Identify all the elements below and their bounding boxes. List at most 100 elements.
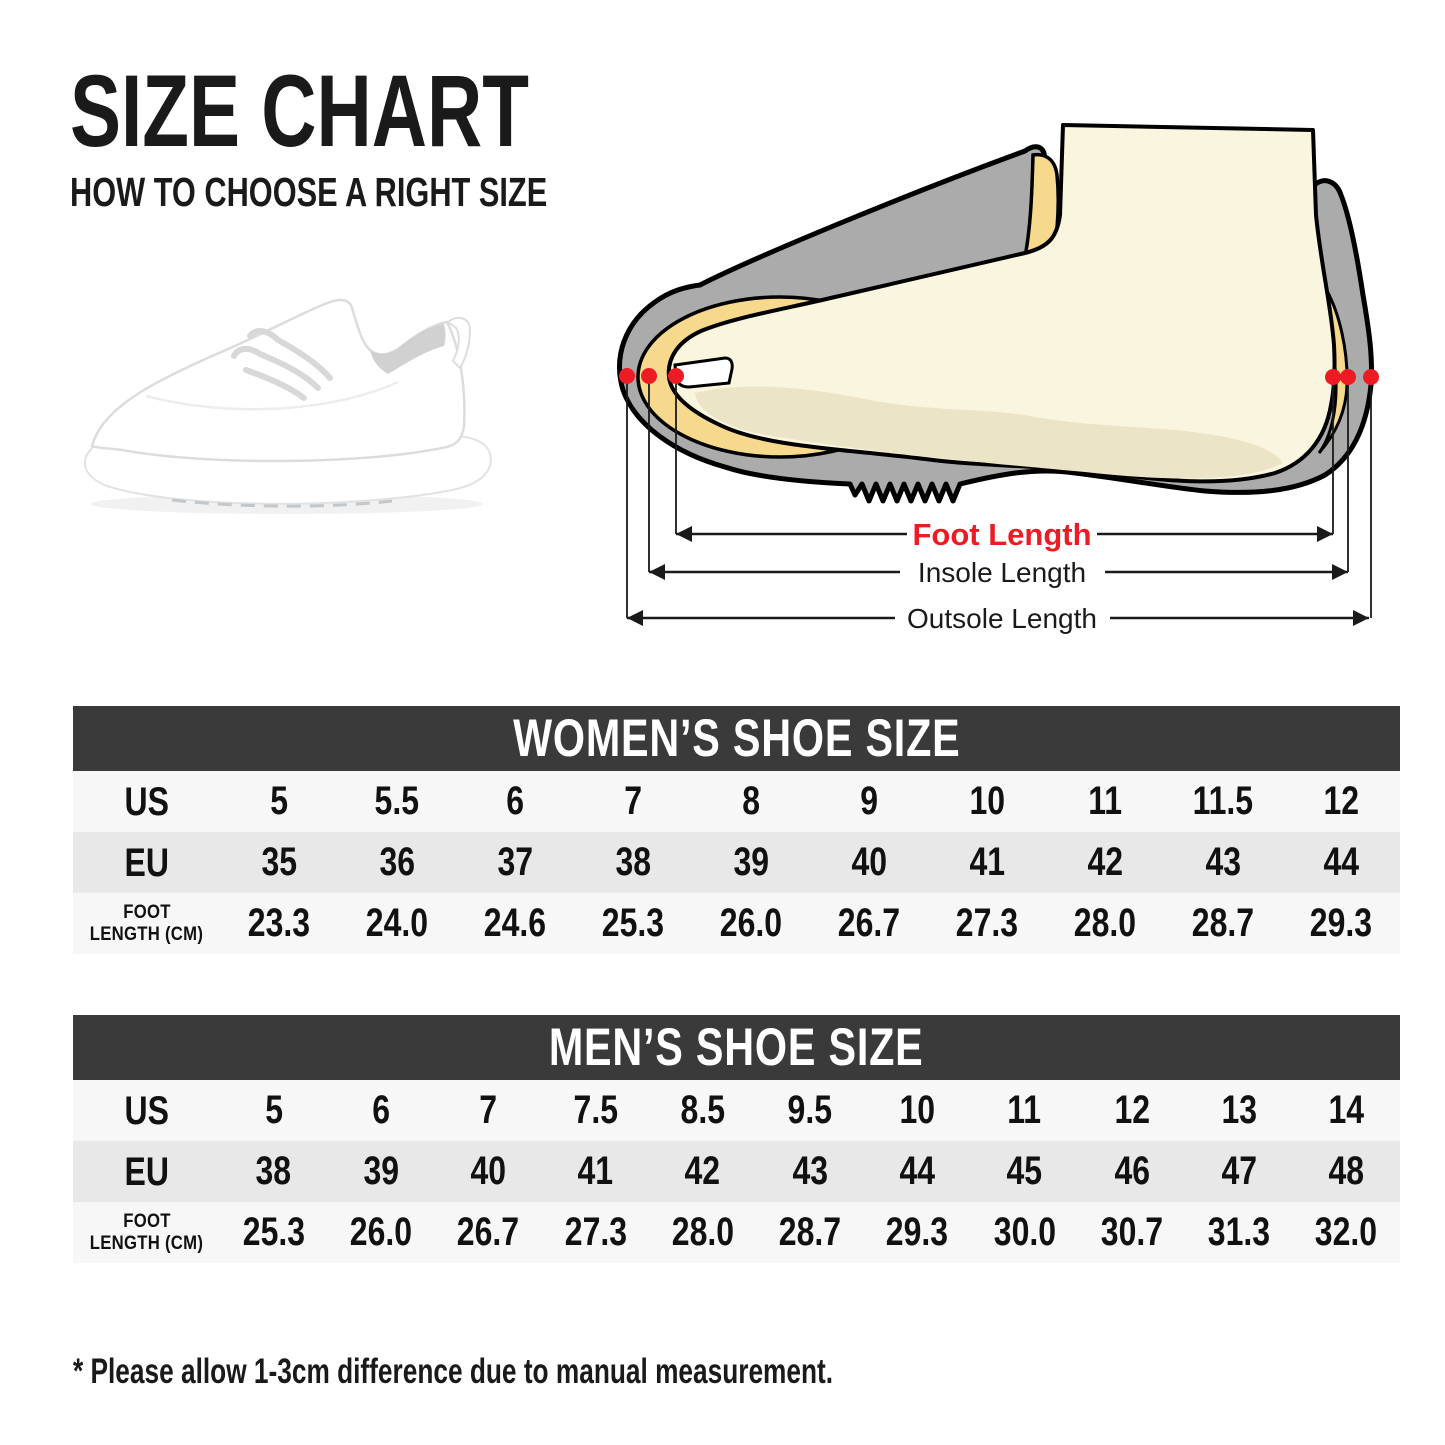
size-value: 27.3 xyxy=(564,1210,627,1254)
row-label: US xyxy=(124,1088,169,1133)
size-value: 6 xyxy=(371,1088,390,1132)
size-value: 25.3 xyxy=(601,901,665,945)
size-value: 28.7 xyxy=(778,1210,842,1254)
page-subtitle: HOW TO CHOOSE A RIGHT SIZE xyxy=(70,168,548,215)
row-label: FOOT LENGTH (CM) xyxy=(89,902,204,945)
size-value: 47 xyxy=(1221,1149,1257,1193)
row-label: EU xyxy=(124,840,169,885)
size-value: 36 xyxy=(379,840,415,884)
dimension-arrows xyxy=(627,532,1369,620)
sneaker-illustration xyxy=(83,298,492,514)
title-block: SIZE CHART HOW TO CHOOSE A RIGHT SIZE xyxy=(70,54,706,215)
size-value: 10 xyxy=(969,779,1005,823)
size-value: 30.0 xyxy=(993,1210,1056,1254)
size-value: 39 xyxy=(363,1149,399,1193)
sneaker-image xyxy=(62,288,512,523)
size-value: 26.7 xyxy=(837,901,901,945)
size-value: 45 xyxy=(1006,1149,1043,1193)
measurement-dots xyxy=(619,368,1379,385)
foot-measurement-diagram: Foot Length Insole Length Outsole Length xyxy=(605,95,1445,645)
size-value: 32.0 xyxy=(1315,1210,1378,1254)
size-value: 11 xyxy=(1007,1088,1042,1132)
size-value: 24.6 xyxy=(483,901,547,945)
size-value: 26.0 xyxy=(719,901,783,945)
size-value: 38 xyxy=(255,1149,292,1193)
size-value: 26.0 xyxy=(349,1210,413,1254)
size-value: 42 xyxy=(1087,840,1123,884)
size-value: 12 xyxy=(1113,1088,1150,1132)
women-row-foot-length-cm: FOOT LENGTH (CM) 23.3 24.0 24.6 25.3 26.0 26.7 2… xyxy=(73,893,1400,954)
table-header: MEN’S SHOE SIZE xyxy=(73,1015,1400,1080)
size-value: 5.5 xyxy=(374,779,420,823)
foot-diagram-illustration: Foot Length Insole Length Outsole Length xyxy=(617,123,1379,634)
size-value: 39 xyxy=(733,840,769,884)
size-value: 10 xyxy=(899,1088,936,1132)
men-row-us: US 5 6 7 7.5 8.5 9.5 10 11 12 13 14 xyxy=(73,1080,1400,1141)
size-value: 28.7 xyxy=(1191,901,1255,945)
sneaker-seam xyxy=(145,380,399,411)
size-value: 7.5 xyxy=(573,1088,618,1132)
size-value: 40 xyxy=(851,840,887,884)
sneaker-collar-lining xyxy=(370,324,446,374)
size-value: 37 xyxy=(497,840,533,884)
men-row-eu: EU 38 39 40 41 42 43 44 45 46 47 48 xyxy=(73,1141,1400,1202)
size-value: 40 xyxy=(470,1149,506,1193)
size-value: 46 xyxy=(1113,1149,1150,1193)
size-value: 5 xyxy=(264,1088,283,1132)
size-value: 48 xyxy=(1328,1149,1365,1193)
foot-shape xyxy=(666,123,1337,484)
sneaker-laces xyxy=(231,328,333,401)
women-row-eu: EU 35 36 37 38 39 40 41 42 43 44 xyxy=(73,832,1400,893)
size-value: 42 xyxy=(684,1149,721,1193)
sneaker-tread-line xyxy=(171,498,393,508)
outsole-length-label: Outsole Length xyxy=(907,603,1097,634)
size-value: 29.3 xyxy=(886,1210,949,1254)
size-value: 27.3 xyxy=(955,901,1019,945)
size-value: 6 xyxy=(506,779,524,823)
page-title: SIZE CHART xyxy=(70,54,529,168)
table-body: US 5 6 7 7.5 8.5 9.5 10 11 12 13 14 EU 38 39 40 41 42 43 44… xyxy=(73,1080,1400,1263)
size-value: 7 xyxy=(479,1088,498,1132)
size-value: 9 xyxy=(860,779,878,823)
toenail-shape xyxy=(673,356,734,389)
sneaker-heel-tab xyxy=(446,316,472,370)
size-value: 8 xyxy=(742,779,760,823)
size-value: 8.5 xyxy=(680,1088,725,1132)
measurement-guide-lines xyxy=(626,376,1372,618)
row-label: FOOT LENGTH (CM) xyxy=(89,1211,204,1254)
size-value: 5 xyxy=(270,779,288,823)
size-value: 35 xyxy=(261,840,297,884)
row-label: US xyxy=(124,779,169,824)
size-value: 38 xyxy=(615,840,651,884)
table-header: WOMEN’S SHOE SIZE xyxy=(73,706,1400,771)
insole-length-label: Insole Length xyxy=(918,557,1086,588)
size-value: 43 xyxy=(1205,840,1241,884)
table-body: US 5 5.5 6 7 8 9 10 11 11.5 12 EU 35 36 37 38 39 40 41 42 43… xyxy=(73,771,1400,954)
size-value: 12 xyxy=(1323,779,1359,823)
size-value: 9.5 xyxy=(787,1088,833,1132)
size-value: 44 xyxy=(899,1149,936,1193)
size-value: 7 xyxy=(624,779,642,823)
size-value: 26.7 xyxy=(457,1210,520,1254)
size-value: 13 xyxy=(1221,1088,1257,1132)
table-title: MEN’S SHOE SIZE xyxy=(549,1018,924,1077)
row-label: EU xyxy=(124,1149,169,1194)
size-value: 14 xyxy=(1328,1088,1365,1132)
men-size-table: MEN’S SHOE SIZE US 5 6 7 7.5 8.5 9.5 10 11 12 13 14… xyxy=(73,1015,1400,1263)
foot-length-label: Foot Length xyxy=(912,517,1091,552)
size-value: 11 xyxy=(1088,779,1122,823)
arrowheads xyxy=(627,526,1369,626)
women-row-us: US 5 5.5 6 7 8 9 10 11 11.5 12 xyxy=(73,771,1400,832)
women-size-table: WOMEN’S SHOE SIZE US 5 5.5 6 7 8 9 10 11 11.5 12 EU… xyxy=(73,706,1400,954)
size-value: 24.0 xyxy=(365,901,429,945)
size-value: 41 xyxy=(969,840,1005,884)
measurement-footnote: * Please allow 1-3cm difference due to m… xyxy=(73,1352,834,1391)
size-value: 28.0 xyxy=(671,1210,734,1254)
size-value: 30.7 xyxy=(1100,1210,1163,1254)
size-value: 25.3 xyxy=(242,1210,305,1254)
table-title: WOMEN’S SHOE SIZE xyxy=(512,709,961,768)
size-value: 28.0 xyxy=(1073,901,1137,945)
size-value: 43 xyxy=(792,1149,828,1193)
size-value: 31.3 xyxy=(1207,1210,1271,1254)
